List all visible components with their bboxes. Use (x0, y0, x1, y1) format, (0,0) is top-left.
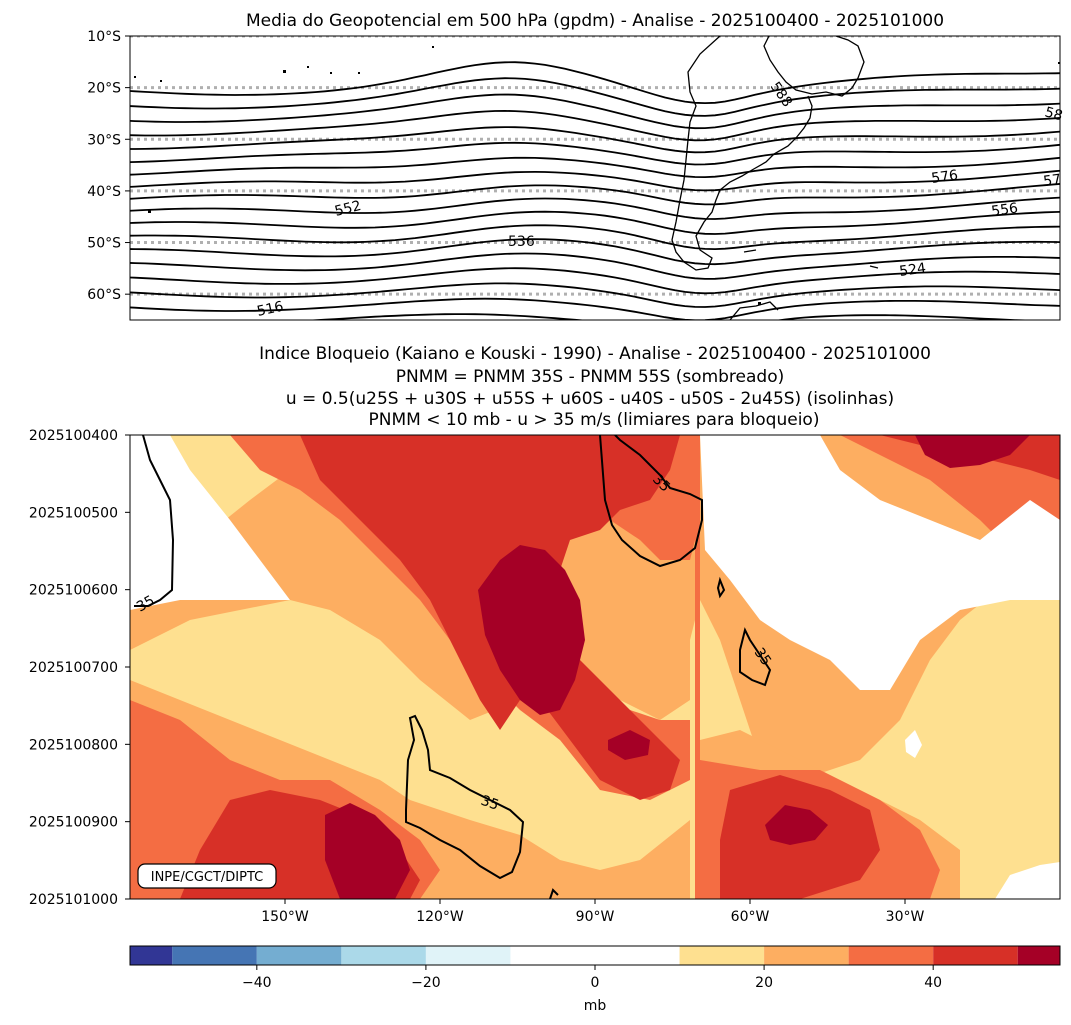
bottom-title-line-1: Indice Bloqueio (Kaiano e Kouski - 1990)… (259, 344, 931, 364)
u-isolines-35 (134, 435, 772, 899)
contour-536 (130, 252, 1060, 280)
geopotential-contours (125, 61, 1065, 345)
shade-white-center (700, 435, 1060, 690)
contour-520 (304, 313, 1042, 320)
contour-548 (130, 210, 1060, 235)
lat-tick-label: 30°S (87, 132, 121, 148)
contour-572 (130, 126, 1060, 154)
colorbar-segment (1017, 946, 1060, 965)
date-tick-label: 2025101000 (29, 892, 118, 908)
shade-above-50-small (608, 730, 650, 760)
lat-tick-label: 50°S (87, 236, 121, 252)
contour-label-556: 556 (990, 200, 1019, 220)
shade-above-50-sw (325, 803, 410, 899)
contour-564 (130, 156, 1060, 179)
contour-552 (130, 196, 1060, 220)
colorbar-segment (130, 946, 173, 965)
date-tick-label: 2025100500 (29, 505, 118, 521)
date-tick-label: 2025100800 (29, 737, 118, 753)
contour-label-516: 516 (256, 299, 286, 320)
contour-576 (130, 109, 1060, 142)
colorbar-segment (341, 946, 426, 965)
colorbar-segment (679, 946, 765, 965)
south-america-coastline (671, 36, 879, 320)
contour-label-576: 576 (930, 167, 959, 187)
credit-text: INPE/CGCT/DIPTC (151, 870, 263, 885)
contour-556 (130, 183, 1060, 206)
contour-label-57: 57 (1042, 172, 1062, 190)
colorbar-tick-label: −40 (242, 975, 272, 991)
shade-30-40-east (840, 435, 1060, 600)
contour-580 (130, 93, 1060, 130)
date-tick-label: 2025100600 (29, 583, 118, 599)
contour-544 (130, 224, 1060, 251)
colorbar-segment (848, 946, 934, 965)
scattered-islands (134, 46, 1060, 305)
contour-568 (130, 141, 1060, 166)
colorbar-tick-label: 0 (591, 975, 600, 991)
lat-tick-label: 40°S (87, 184, 121, 200)
isoline-label-35-south: 35 (479, 793, 501, 814)
bottom-date-ticks: 2025100400 2025100500 2025100600 2025100700… (29, 428, 130, 908)
bottom-title: Indice Bloqueio (Kaiano e Kouski - 1990)… (259, 344, 931, 430)
lon-tick-label: 60°W (731, 909, 770, 925)
credit-box-frame (137, 863, 277, 889)
colorbar-segment (764, 946, 849, 965)
contour-528 (130, 282, 1060, 308)
isoline-label-35-west: 35 (134, 593, 157, 616)
top-contour-labels: 588 58 576 57 552 556 536 524 516 (256, 79, 1065, 320)
contour-label-524: 524 (898, 260, 927, 280)
contour-560 (130, 169, 1060, 192)
lon-tick-label: 120°W (416, 909, 464, 925)
bottom-title-line-2: PNMM = PNMM 35S - PNMM 55S (sombreado) (396, 367, 785, 387)
contour-label-58: 58 (1043, 104, 1064, 124)
bottom-title-line-4: PNMM < 10 mb - u > 35 m/s (limiares para… (369, 410, 820, 430)
top-axes-frame (129, 35, 1061, 321)
top-lat-ticks: 10°S 20°S 30°S 40°S 50°S 60°S (87, 29, 130, 303)
contour-label-536: 536 (508, 234, 535, 250)
shade-white-se (995, 862, 1060, 899)
contour-540 (130, 238, 1060, 266)
shade-seam (695, 435, 700, 899)
colorbar (130, 946, 1060, 965)
contour-584 (130, 77, 1060, 117)
credit-box: INPE/CGCT/DIPTC (137, 863, 277, 889)
lat-tick-label: 60°S (87, 287, 121, 303)
top-title: Media do Geopotencial em 500 hPa (gpdm) … (246, 11, 944, 31)
colorbar-segment (172, 946, 257, 965)
shade-white-dot (905, 730, 922, 758)
colorbar-segment (256, 946, 342, 965)
lon-tick-label: 150°W (261, 909, 309, 925)
contour-516 (125, 329, 1065, 345)
shade-above-50 (478, 545, 585, 715)
shade-white-west (130, 435, 290, 610)
lon-tick-label: 30°W (886, 909, 925, 925)
colorbar-segment (933, 946, 1018, 965)
blocking-index-shading (130, 435, 1060, 899)
date-tick-label: 2025100400 (29, 428, 118, 444)
shade-above-50-se (765, 805, 828, 845)
lat-tick-label: 10°S (87, 29, 121, 45)
colorbar-segment (425, 946, 511, 965)
top-map-background (130, 36, 1060, 320)
lon-tick-label: 90°W (576, 909, 615, 925)
colorbar-tick-label: −20 (411, 975, 441, 991)
colorbar-tick-label: 20 (755, 975, 773, 991)
colorbar-segment (510, 946, 680, 965)
bottom-title-line-3: u = 0.5(u25S + u30S + u55S + u60S - u40S… (286, 389, 894, 409)
contour-588 (130, 61, 1060, 105)
colorbar-tick-label: 40 (924, 975, 942, 991)
date-tick-label: 2025100900 (29, 815, 118, 831)
bottom-lon-ticks: 150°W 120°W 90°W 60°W 30°W (261, 899, 924, 925)
colorbar-label: mb (584, 998, 607, 1014)
contour-524 (130, 297, 1060, 320)
date-tick-label: 2025100700 (29, 660, 118, 676)
colorbar-ticks: −40 −20 0 20 40 (242, 965, 942, 991)
lat-tick-label: 20°S (87, 81, 121, 97)
shade-above-50-ne (915, 435, 1030, 468)
contour-label-552: 552 (333, 198, 363, 220)
contour-532 (130, 267, 1060, 295)
